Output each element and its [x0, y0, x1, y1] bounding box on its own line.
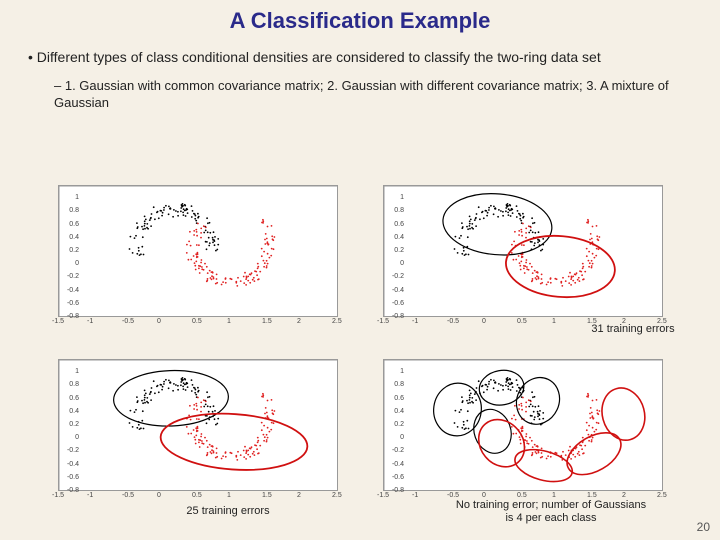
scatter-plot	[58, 185, 338, 317]
panel-top-left: -1.5-1-0.500.511.522.5-0.8-0.6-0.4-0.200…	[58, 185, 361, 341]
bullet-main: Different types of class conditional den…	[28, 48, 692, 67]
bullet-sub: 1. Gaussian with common covariance matri…	[54, 77, 680, 112]
scatter-plot	[383, 359, 663, 491]
panel-top-right: 31 training errors -1.5-1-0.500.511.522.…	[383, 185, 686, 341]
panel-bottom-left: 25 training errors -1.5-1-0.500.511.522.…	[58, 359, 361, 515]
panel-caption: 25 training errors	[158, 505, 298, 518]
chart-grid: -1.5-1-0.500.511.522.5-0.8-0.6-0.4-0.200…	[58, 185, 686, 515]
scatter-plot	[383, 185, 663, 317]
panel-caption: No training error; number of Gaussians i…	[451, 499, 651, 525]
panel-bottom-right: No training error; number of Gaussians i…	[383, 359, 686, 515]
slide-title: A Classification Example	[0, 0, 720, 34]
scatter-plot	[58, 359, 338, 491]
page-number: 20	[697, 520, 710, 534]
panel-caption: 31 training errors	[563, 323, 703, 336]
